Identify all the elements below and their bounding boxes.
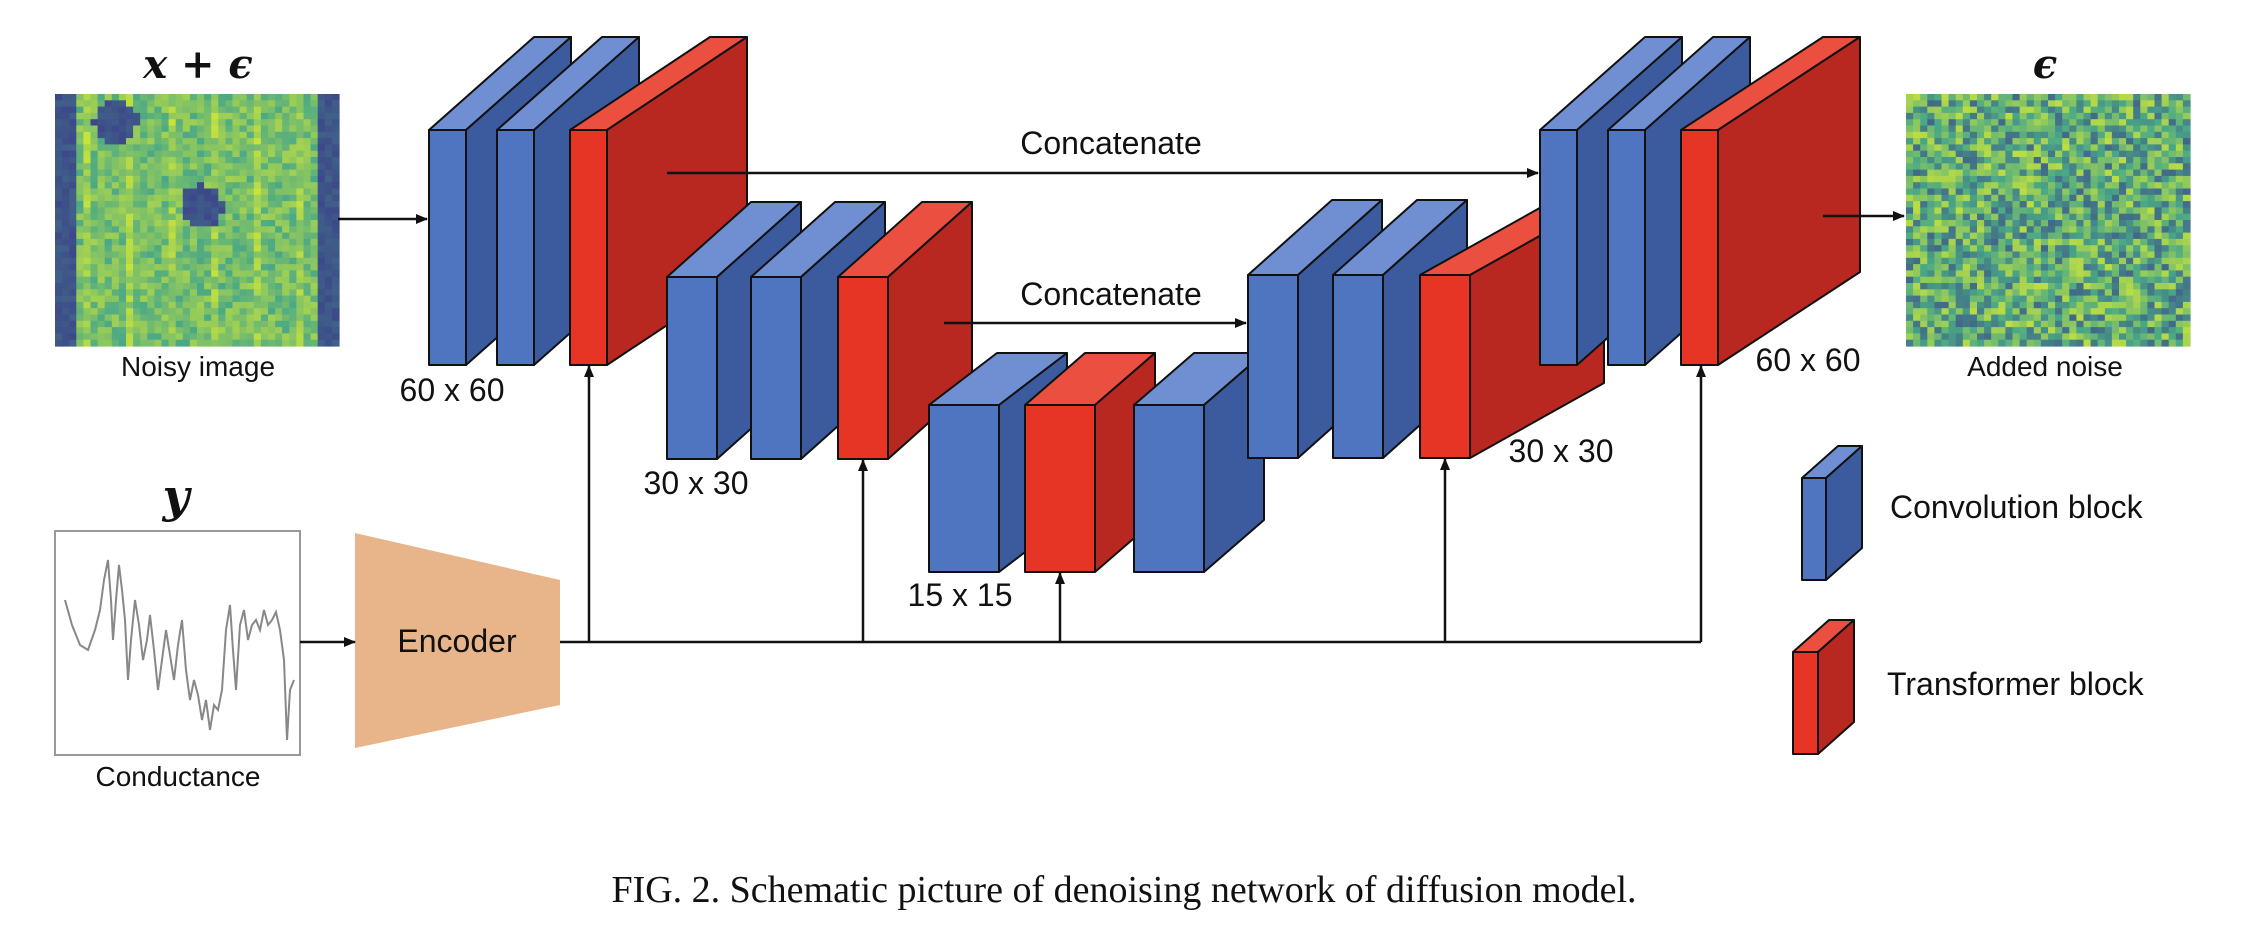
legend-transformer-swatch [1792,619,1855,755]
resolution-enc1: 60 x 60 [400,372,505,408]
connections [300,168,1905,647]
legend-convolution-swatch [1801,445,1863,581]
output-math-label: ϵ [2033,41,2057,88]
resolution-dec1: 60 x 60 [1756,342,1861,378]
noisy-image-caption: Noisy image [121,351,275,382]
added-noise-caption: Added noise [1967,351,2123,382]
noisy-image-panel: x + ϵ Noisy image [55,41,340,382]
added-noise-image [1906,94,2191,347]
skip-label-top: Concatenate [1020,125,1201,161]
conductance-caption: Conductance [95,761,260,792]
legend-convolution-label: Convolution block [1890,489,2144,525]
enc2-transformer-block [837,201,973,460]
conductance-curve [64,559,295,741]
legend-conv-cuboid [1801,445,1863,581]
conductance-panel: y Conductance [54,469,301,792]
noisy-image [55,94,340,347]
resolution-dec2: 30 x 30 [1509,433,1614,469]
encoder-shape [355,533,560,748]
legend-trans-cuboid [1792,619,1855,755]
skip-label-inner: Concatenate [1020,276,1201,312]
input-math-label: x + ϵ [142,41,253,88]
legend: Convolution block Transformer block [1792,445,2145,755]
encoder-label: Encoder [397,623,517,659]
figure-caption: FIG. 2. Schematic picture of denoising n… [611,869,1636,911]
added-noise-panel: ϵ Added noise [1906,41,2191,382]
condition-math-label: y [162,469,193,523]
unet-blocks [428,36,1861,573]
encoder-block: Encoder [355,533,560,748]
legend-transformer-label: Transformer block [1887,666,2145,702]
resolution-enc2: 30 x 30 [644,465,749,501]
resolution-bottleneck: 15 x 15 [908,577,1013,613]
